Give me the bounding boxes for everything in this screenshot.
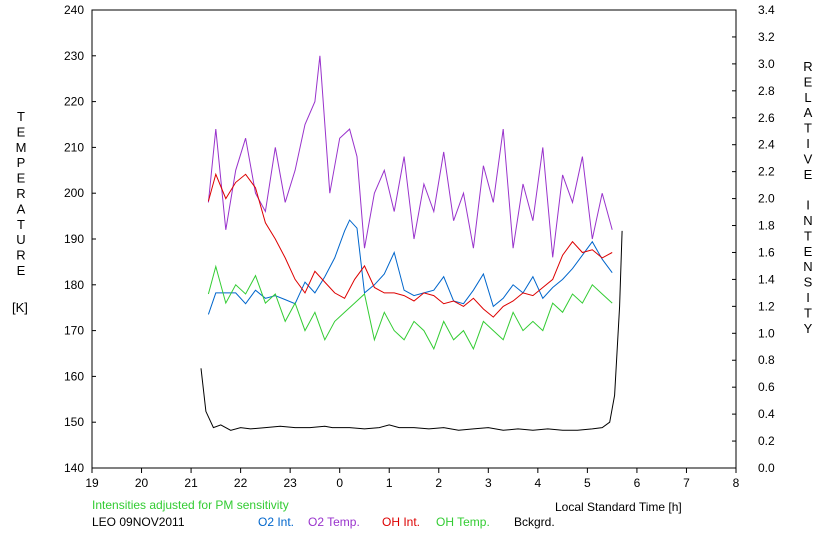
right-tick-label: 2.8: [758, 84, 775, 98]
right-tick-label: 3.4: [758, 3, 775, 17]
x-axis-ticks: 19 20 21 22 23 0 1 2 3 4 5 6 7 8: [85, 468, 740, 490]
right-tick-label: 1.6: [758, 245, 775, 259]
x-tick-label: 23: [283, 476, 297, 490]
axis-title-letter: N: [803, 213, 812, 228]
annotation: Intensities adjusted for PM sensitivity: [92, 498, 289, 512]
right-tick-label: 1.0: [758, 326, 775, 340]
left-tick-label: 160: [64, 369, 84, 383]
axis-title-letter: E: [17, 124, 26, 139]
axis-title-letter: A: [804, 105, 813, 120]
left-tick-label: 180: [64, 278, 84, 292]
x-axis-title: Local Standard Time [h]: [555, 500, 682, 514]
x-tick-label: 1: [386, 476, 393, 490]
x-tick-label: 20: [135, 476, 149, 490]
axis-title-letter: E: [17, 263, 26, 278]
axis-title-letter: E: [804, 74, 813, 89]
series-line-oh-temp: [207, 264, 613, 351]
axis-title-letter: V: [804, 151, 813, 166]
legend-entry: OH Int.: [382, 515, 420, 529]
left-tick-label: 140: [64, 461, 84, 475]
right-tick-label: 3.2: [758, 30, 775, 44]
station-date: LEO 09NOV2011: [92, 515, 185, 529]
axis-title-letter: T: [17, 109, 25, 124]
series-line-oh-int: [207, 172, 613, 318]
axis-title-letter: R: [16, 186, 25, 201]
axis-title-letter: S: [804, 275, 813, 290]
left-tick-label: 210: [64, 140, 84, 154]
left-tick-label: 220: [64, 95, 84, 109]
axis-title-letter: E: [17, 171, 26, 186]
axis-title-letter: L: [804, 90, 811, 105]
x-tick-label: 5: [584, 476, 591, 490]
axis-title-letter: T: [17, 217, 25, 232]
x-tick-label: 2: [435, 476, 442, 490]
axis-title-letter: I: [806, 198, 810, 213]
axis-title-letter: E: [804, 244, 813, 259]
axis-title-letter: R: [16, 248, 25, 263]
axis-title-letter: N: [803, 259, 812, 274]
axis-title-letter: T: [804, 228, 812, 243]
series-line-bckgrd: [200, 230, 623, 431]
axis-title-letter: A: [17, 201, 26, 216]
right-tick-label: 2.0: [758, 192, 775, 206]
x-tick-label: 8: [733, 476, 740, 490]
left-tick-label: 230: [64, 49, 84, 63]
axis-title-letter: E: [804, 167, 813, 182]
legend-entry: O2 Int.: [258, 515, 294, 529]
series-line-o2-temp: [207, 55, 613, 258]
right-tick-label: 1.8: [758, 219, 775, 233]
left-axis-unit: [K]: [12, 300, 28, 315]
axis-title-letter: R: [803, 59, 812, 74]
right-tick-label: 1.4: [758, 272, 775, 286]
series-line-o2-int: [207, 219, 613, 315]
legend: O2 Int. O2 Temp. OH Int. OH Temp. Bckgrd.: [258, 515, 555, 529]
right-tick-label: 1.2: [758, 299, 775, 313]
axis-title-letter: T: [804, 121, 812, 136]
right-tick-label: 2.6: [758, 111, 775, 125]
right-tick-label: 0.4: [758, 407, 775, 421]
axis-title-letter: Y: [804, 321, 813, 336]
x-tick-label: 7: [683, 476, 690, 490]
right-tick-label: 0.6: [758, 380, 775, 394]
legend-entry: Bckgrd.: [514, 515, 555, 529]
x-tick-label: 6: [634, 476, 641, 490]
x-tick-label: 21: [184, 476, 198, 490]
legend-entry: OH Temp.: [436, 515, 490, 529]
left-tick-label: 200: [64, 186, 84, 200]
series-layer: [200, 55, 623, 431]
legend-entry: O2 Temp.: [308, 515, 360, 529]
left-axis-ticks: 140 150 160 170 180 190 200 210 220 230 240: [64, 3, 96, 475]
x-tick-label: 3: [485, 476, 492, 490]
axis-title-letter: M: [16, 140, 27, 155]
axis-title-letter: P: [17, 155, 26, 170]
left-tick-label: 150: [64, 415, 84, 429]
left-tick-label: 170: [64, 324, 84, 338]
x-tick-label: 22: [234, 476, 248, 490]
right-tick-label: 0.0: [758, 461, 775, 475]
axis-title-letter: I: [806, 136, 810, 151]
axis-title-letter: I: [806, 290, 810, 305]
x-tick-label: 0: [336, 476, 343, 490]
right-tick-label: 3.0: [758, 57, 775, 71]
x-tick-label: 4: [535, 476, 542, 490]
axis-title-letter: U: [16, 232, 25, 247]
left-tick-label: 240: [64, 3, 84, 17]
x-tick-label: 19: [85, 476, 99, 490]
right-tick-label: 0.2: [758, 434, 775, 448]
right-axis-ticks: 0.0 0.2 0.4 0.6 0.8 1.0 1.2 1.4 1.6 1.8 2.0 2.2 2.4 2…: [732, 3, 775, 475]
left-tick-label: 190: [64, 232, 84, 246]
right-tick-label: 2.2: [758, 165, 775, 179]
right-tick-label: 0.8: [758, 353, 775, 367]
axis-title-letter: T: [804, 305, 812, 320]
right-tick-label: 2.4: [758, 138, 775, 152]
